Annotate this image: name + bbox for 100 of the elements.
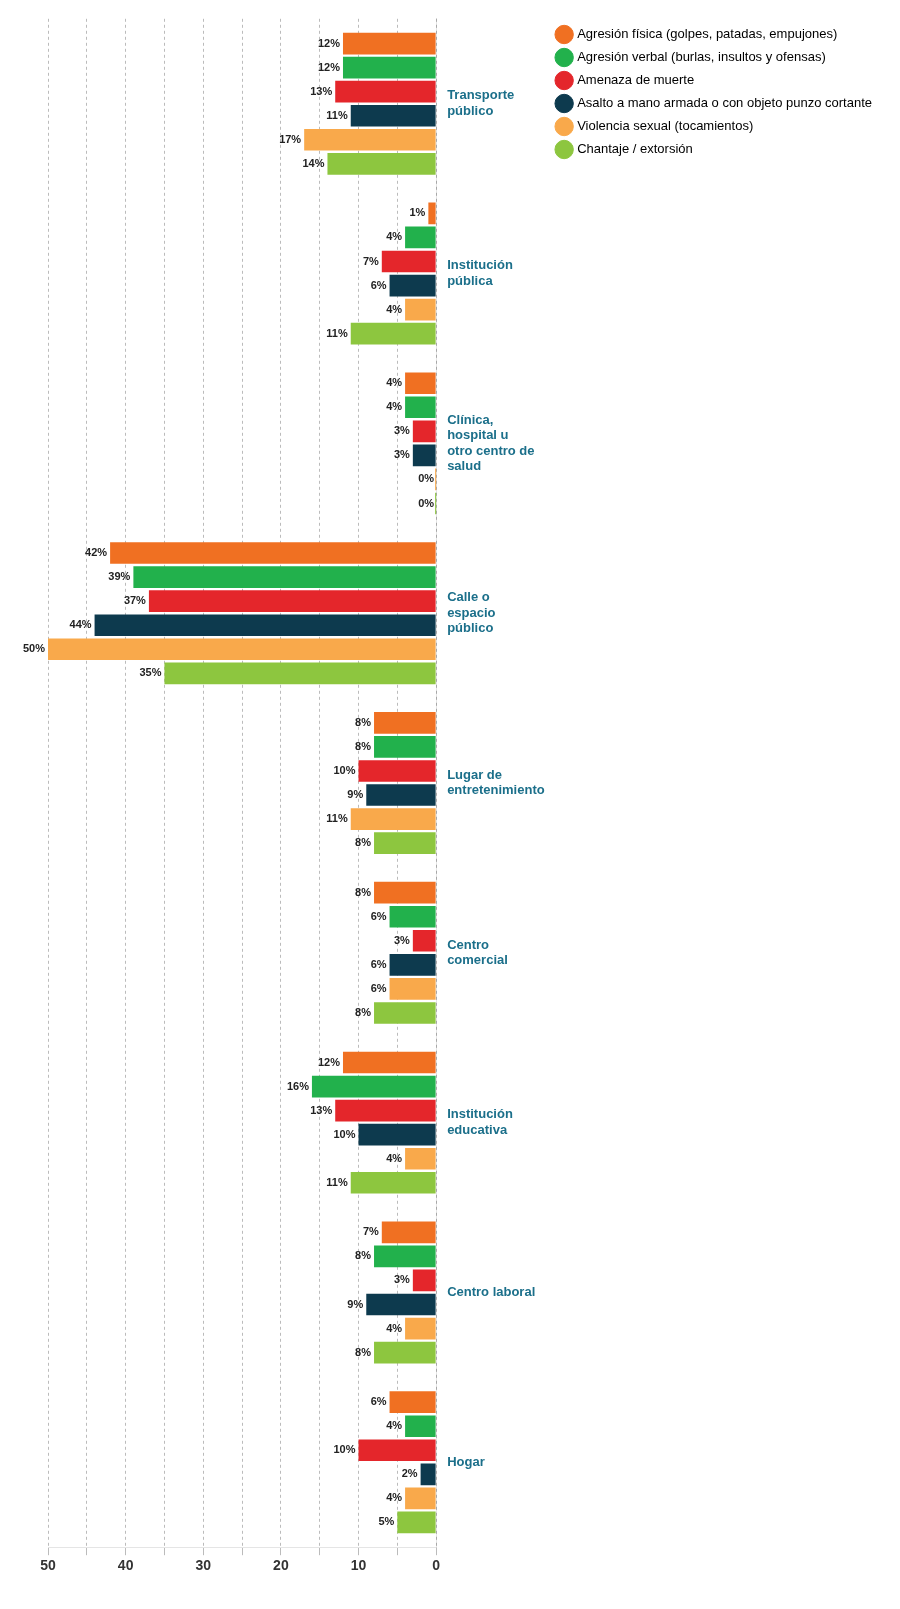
y-tick-label: Institución pública	[447, 257, 513, 288]
data-label: 4%	[386, 1491, 403, 1504]
data-label: 7%	[362, 254, 380, 267]
bar	[358, 1123, 436, 1146]
bar	[164, 662, 436, 685]
data-label: 1%	[409, 206, 426, 219]
legend-label: Chantaje / extorsión	[577, 141, 693, 157]
data-label: 9%	[347, 788, 364, 801]
data-label: 8%	[355, 885, 372, 898]
bar	[366, 784, 436, 806]
bar	[133, 566, 436, 588]
y-tick-label: Centro comercial	[447, 936, 508, 968]
legend-label: Amenaza de muerte	[577, 72, 695, 88]
bar	[389, 1391, 436, 1413]
bar	[389, 905, 436, 928]
bar	[420, 1463, 436, 1486]
data-label: 11%	[326, 812, 348, 825]
bar	[358, 1439, 436, 1462]
data-label: 4%	[386, 1419, 403, 1432]
data-label: 6%	[370, 1395, 387, 1408]
data-label: 0%	[418, 472, 435, 485]
x-tick-label: 30	[195, 1557, 212, 1574]
bar	[110, 542, 436, 564]
data-label: 8%	[355, 715, 372, 728]
data-label: 42%	[85, 546, 108, 559]
y-tick-label: Institución educativa	[447, 1106, 513, 1138]
data-label: 13%	[310, 1103, 333, 1116]
data-label: 4%	[386, 400, 403, 413]
bar	[94, 614, 436, 637]
bar	[381, 250, 436, 273]
legend-label: Violencia sexual (tocamientos)	[577, 118, 754, 134]
bar	[311, 1075, 436, 1098]
x-tick-label: 0	[432, 1557, 441, 1574]
bar	[405, 1317, 436, 1340]
bar	[405, 298, 436, 321]
bar	[374, 832, 436, 854]
data-label: 10%	[333, 1127, 356, 1140]
bar	[397, 1511, 436, 1534]
bar	[342, 1051, 436, 1074]
data-label: 4%	[386, 230, 403, 243]
data-label: 12%	[317, 36, 341, 49]
bar	[358, 760, 436, 782]
data-label: 4%	[386, 376, 403, 389]
data-label: 8%	[355, 739, 372, 752]
data-label: 8%	[355, 1345, 372, 1358]
data-label: 8%	[355, 1006, 372, 1018]
data-label: 11%	[326, 326, 348, 339]
bar	[374, 1341, 436, 1364]
bar	[342, 32, 436, 55]
bar	[48, 638, 436, 661]
x-tick-label: 40	[117, 1557, 134, 1574]
bar	[381, 1221, 436, 1244]
data-label: 3%	[393, 448, 411, 461]
bar	[327, 153, 436, 175]
data-label: 2%	[401, 1467, 418, 1480]
data-label: 3%	[393, 933, 411, 946]
data-label: 0%	[418, 496, 435, 509]
data-label: 8%	[355, 836, 372, 849]
data-label: 11%	[326, 108, 348, 121]
data-label: 12%	[317, 60, 341, 73]
bar	[405, 1147, 436, 1170]
bar	[350, 808, 436, 830]
data-label: 9%	[347, 1297, 364, 1310]
data-label: 3%	[393, 424, 411, 437]
x-tick-label: 10	[350, 1557, 367, 1574]
data-label: 6%	[370, 957, 387, 970]
data-label: 50%	[22, 642, 46, 655]
legend-label: Agresión física (golpes, patadas, empujones)	[577, 26, 838, 42]
y-tick-label: Lugar de entretenimiento	[447, 766, 545, 798]
data-label: 6%	[370, 981, 387, 994]
bar	[374, 881, 436, 904]
bar	[405, 372, 436, 395]
bar	[374, 1002, 436, 1024]
data-label: 37%	[123, 594, 147, 607]
data-label: 13%	[310, 84, 333, 97]
bar	[405, 396, 436, 419]
data-label: 7%	[362, 1225, 380, 1238]
bar	[350, 1171, 436, 1194]
data-label: 12%	[317, 1055, 341, 1068]
data-label: 4%	[386, 302, 403, 315]
x-tick-label: 50	[40, 1557, 56, 1574]
bar	[304, 128, 436, 151]
bar	[428, 202, 436, 225]
y-tick-label: Calle o espacio público	[447, 589, 496, 636]
data-label: 10%	[333, 1443, 356, 1456]
y-tick-label: Transporte público	[447, 87, 515, 119]
bar	[412, 1269, 436, 1292]
bar	[405, 1487, 436, 1510]
bar	[350, 322, 436, 345]
y-tick-label: Hogar	[447, 1453, 485, 1469]
data-label: 16%	[286, 1079, 310, 1092]
data-label: 6%	[370, 909, 387, 922]
legend-label: Asalto a mano armada o con objeto punzo cortante	[577, 95, 872, 111]
data-label: 6%	[370, 278, 387, 291]
bar	[374, 1245, 436, 1268]
bar	[374, 712, 436, 734]
bar	[412, 420, 436, 443]
data-label: 10%	[333, 764, 356, 776]
bar	[374, 736, 436, 758]
data-label: 17%	[279, 132, 302, 145]
